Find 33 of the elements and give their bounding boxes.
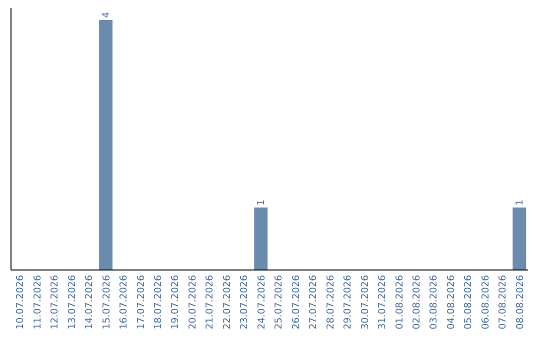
x-tick-label: 24.07.2026	[256, 275, 268, 330]
x-tick-label: 22.07.2026	[222, 275, 233, 330]
x-tick-label: 21.07.2026	[204, 275, 216, 330]
x-tick-label: 04.08.2026	[446, 275, 457, 330]
x-tick-label: 17.07.2026	[136, 275, 147, 330]
x-tick-label: 08.08.2026	[514, 275, 526, 330]
x-tick-label: 05.08.2026	[463, 275, 474, 330]
x-tick-label: 01.08.2026	[394, 275, 406, 330]
x-tick-label: 10.07.2026	[15, 275, 26, 330]
x-tick-label: 26.07.2026	[290, 275, 302, 330]
x-tick-label: 27.07.2026	[308, 275, 320, 330]
data-label: 1	[514, 199, 526, 206]
data-label: 4	[100, 12, 112, 18]
x-tick-label: 30.07.2026	[360, 275, 371, 330]
x-tick-label: 23.07.2026	[239, 275, 250, 330]
x-tick-label: 14.07.2026	[84, 275, 96, 330]
x-tick-label: 02.08.2026	[411, 275, 422, 330]
x-tick-label: 12.07.2026	[50, 275, 61, 330]
x-tick-label: 18.07.2026	[152, 275, 164, 330]
x-tick-label: 07.08.2026	[498, 275, 509, 330]
x-tick-label: 25.07.2026	[274, 275, 285, 330]
x-tick-label: 06.08.2026	[480, 275, 492, 330]
x-tick-label: 03.08.2026	[428, 275, 440, 330]
x-tick-label: 20.07.2026	[187, 275, 198, 330]
data-label: 1	[256, 199, 267, 206]
x-tick-label: 29.07.2026	[342, 275, 354, 330]
x-tick-label: 19.07.2026	[170, 275, 182, 330]
x-tick-label: 13.07.2026	[66, 275, 78, 330]
x-tick-label: 16.07.2026	[118, 275, 130, 330]
x-tick-label: 28.07.2026	[325, 275, 336, 330]
x-tick-label: 15.07.2026	[101, 275, 112, 330]
x-tick-label: 31.07.2026	[377, 275, 388, 330]
x-tick-label: 11.07.2026	[32, 275, 44, 330]
